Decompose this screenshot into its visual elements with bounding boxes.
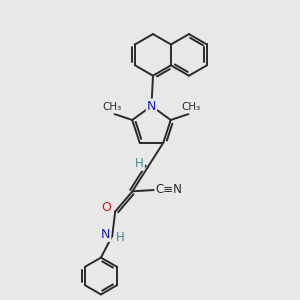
Text: CH₃: CH₃ xyxy=(102,103,122,112)
Text: N: N xyxy=(101,228,110,241)
Text: O: O xyxy=(101,202,111,214)
Text: C≡N: C≡N xyxy=(155,183,182,196)
Text: H: H xyxy=(116,231,125,244)
Text: H: H xyxy=(135,157,144,170)
Text: N: N xyxy=(147,100,156,112)
Text: CH₃: CH₃ xyxy=(181,103,200,112)
